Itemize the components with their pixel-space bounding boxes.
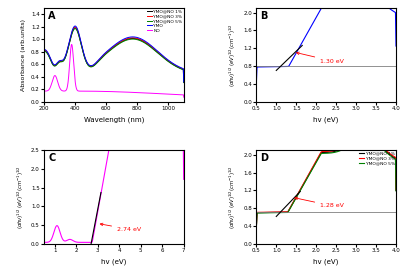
YMO@NO 5%	[339, 149, 344, 152]
YMO@NO 1%	[362, 134, 366, 137]
YMO@NO 5%	[262, 211, 267, 215]
YMO@NO 1%	[374, 141, 379, 144]
Legend: YMO@NO 1%, YMO@NO 3%, YMO@NO 5%: YMO@NO 1%, YMO@NO 3%, YMO@NO 5%	[358, 151, 395, 166]
YMO@NO 5%	[254, 227, 259, 230]
Text: D: D	[260, 153, 268, 163]
Line: YMO@NO 3%: YMO@NO 3%	[256, 135, 396, 228]
X-axis label: hv (eV): hv (eV)	[101, 259, 126, 265]
YMO@NO 3%	[254, 227, 259, 230]
YMO@NO 3%	[343, 144, 348, 148]
YMO@NO 1%	[360, 134, 365, 138]
Text: 1.28 eV: 1.28 eV	[295, 197, 344, 208]
YMO@NO 3%	[362, 133, 366, 136]
YMO@NO 1%	[335, 149, 340, 152]
Y-axis label: $(\alpha h\nu)^{1/2}$ $(eV)^{1/2}(cm^{-1})^{1/2}$: $(\alpha h\nu)^{1/2}$ $(eV)^{1/2}(cm^{-1…	[15, 165, 26, 229]
Line: YMO@NO 5%: YMO@NO 5%	[256, 137, 396, 229]
YMO@NO 5%	[335, 150, 340, 153]
X-axis label: hv (eV): hv (eV)	[314, 116, 339, 123]
YMO@NO 5%	[374, 142, 379, 145]
YMO@NO 3%	[339, 147, 344, 150]
X-axis label: Wavelength (nm): Wavelength (nm)	[84, 116, 144, 123]
Text: A: A	[48, 11, 56, 21]
YMO@NO 1%	[254, 227, 259, 230]
Y-axis label: $(\alpha h\nu)^{1/2}$ $(eV)^{1/2}(cm^{-1})^{1/2}$: $(\alpha h\nu)^{1/2}$ $(eV)^{1/2}(cm^{-1…	[228, 165, 238, 229]
YMO@NO 3%	[394, 188, 398, 192]
YMO@NO 3%	[335, 148, 340, 152]
Line: YMO@NO 1%: YMO@NO 1%	[256, 136, 396, 228]
YMO@NO 5%	[360, 135, 365, 139]
Y-axis label: $(\alpha h\nu)^{1/2}$ $(eV)^{1/2}(cm^{-1})^{1/2}$: $(\alpha h\nu)^{1/2}$ $(eV)^{1/2}(cm^{-1…	[228, 23, 238, 87]
YMO@NO 5%	[394, 189, 398, 193]
Y-axis label: Absorbance (arb.units): Absorbance (arb.units)	[20, 19, 26, 91]
YMO@NO 1%	[394, 189, 398, 192]
YMO@NO 1%	[339, 148, 344, 151]
Text: B: B	[260, 11, 268, 21]
YMO@NO 3%	[360, 133, 365, 136]
YMO@NO 3%	[262, 211, 267, 214]
YMO@NO 3%	[374, 139, 379, 143]
Legend: YMO@NO 1%, YMO@NO 3%, YMO@NO 5%, YMO, NO: YMO@NO 1%, YMO@NO 3%, YMO@NO 5%, YMO, NO	[146, 9, 183, 33]
YMO@NO 5%	[362, 135, 366, 138]
YMO@NO 1%	[343, 145, 348, 149]
Text: C: C	[48, 153, 56, 163]
YMO@NO 5%	[343, 146, 348, 150]
Text: 2.74 eV: 2.74 eV	[100, 223, 141, 232]
YMO@NO 1%	[262, 211, 267, 214]
X-axis label: hv (eV): hv (eV)	[314, 259, 339, 265]
Text: 1.30 eV: 1.30 eV	[297, 52, 344, 64]
